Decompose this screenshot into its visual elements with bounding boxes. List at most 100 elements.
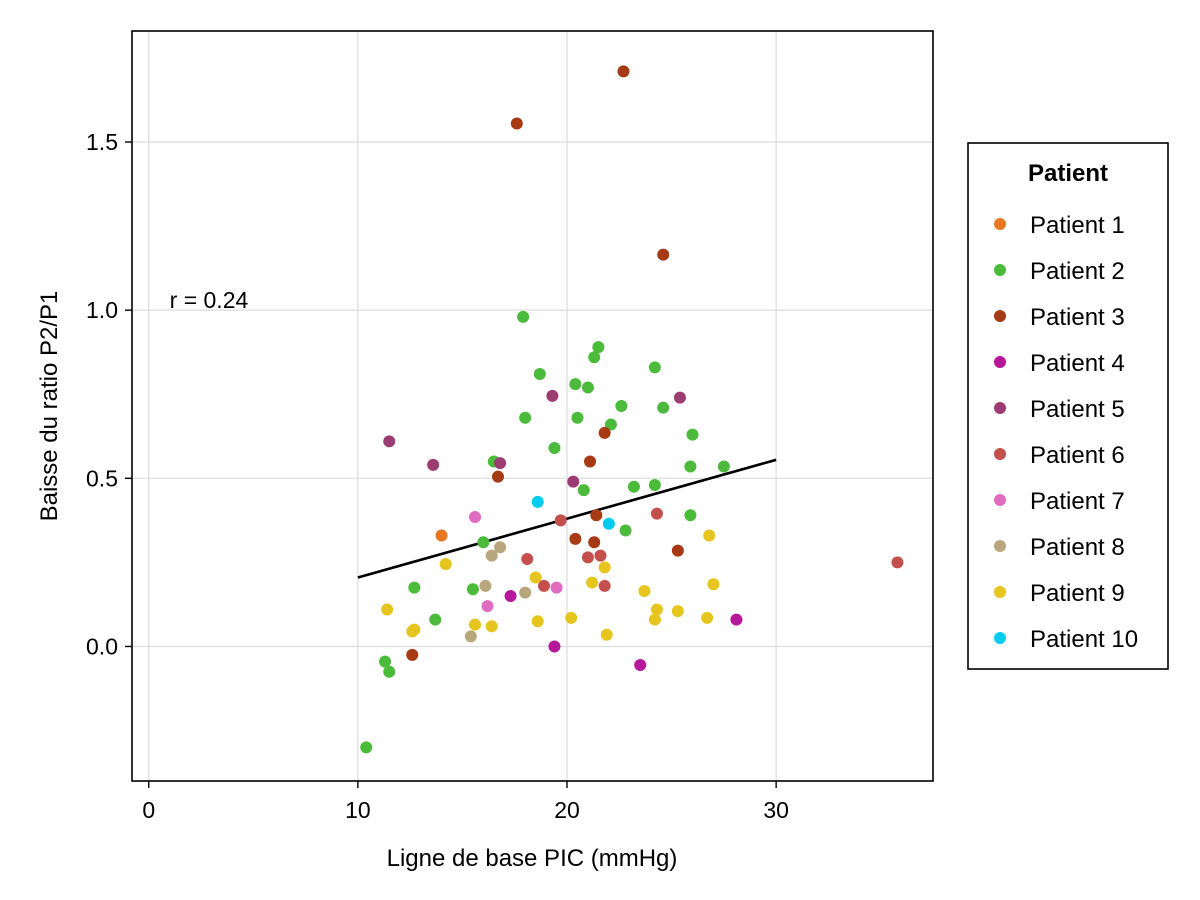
legend-item: Patient 10 (994, 626, 1138, 653)
legend-item: Patient 8 (994, 534, 1125, 561)
x-tick-label: 0 (142, 797, 155, 823)
data-point (381, 603, 394, 616)
data-point (684, 509, 697, 522)
data-point (586, 576, 599, 589)
data-point (538, 579, 551, 592)
data-point (602, 517, 615, 530)
data-point (638, 584, 651, 597)
legend-item: Patient 6 (994, 442, 1125, 469)
data-point (650, 603, 663, 616)
data-point (510, 117, 523, 130)
data-point (533, 368, 546, 381)
data-point (581, 381, 594, 394)
legend-marker (994, 402, 1006, 414)
data-point (594, 549, 607, 562)
legend-label: Patient 1 (1030, 212, 1125, 239)
data-point (598, 426, 611, 439)
legend-marker (994, 310, 1006, 322)
legend-item: Patient 2 (994, 258, 1125, 285)
legend-label: Patient 6 (1030, 442, 1125, 469)
legend-item: Patient 9 (994, 580, 1125, 607)
data-point (671, 544, 684, 557)
legend-item: Patient 3 (994, 304, 1125, 331)
y-axis-label: Baisse du ratio P2/P1 (36, 291, 63, 522)
data-point (550, 581, 563, 594)
legend-marker (994, 540, 1006, 552)
regression-line-group (357, 458, 777, 579)
scatter-points (360, 65, 904, 754)
x-tick-label: 30 (763, 797, 789, 823)
data-point (408, 581, 421, 594)
y-tick-label: 0.0 (86, 633, 118, 659)
data-point (598, 561, 611, 574)
data-point (600, 628, 613, 641)
legend-marker (994, 586, 1006, 598)
data-point (684, 460, 697, 473)
series-patient-2 (360, 310, 730, 754)
series-patient-10 (531, 495, 615, 530)
data-point (571, 411, 584, 424)
legend-marker (994, 264, 1006, 276)
data-point (588, 536, 601, 549)
data-point (360, 741, 373, 754)
y-tick-label: 1.0 (86, 297, 118, 323)
data-point (464, 630, 477, 643)
data-point (577, 484, 590, 497)
data-point (588, 351, 601, 364)
data-point (479, 579, 492, 592)
data-point (707, 578, 720, 591)
data-point (569, 378, 582, 391)
data-point (529, 571, 542, 584)
data-point (468, 618, 481, 631)
data-point (466, 583, 479, 596)
data-point (604, 418, 617, 431)
correlation-annotation: r = 0.24 (170, 287, 249, 313)
data-point (427, 458, 440, 471)
data-point (379, 655, 392, 668)
data-point (554, 514, 567, 527)
series-patient-8 (464, 541, 532, 643)
data-point (485, 620, 498, 633)
legend-marker (994, 494, 1006, 506)
data-point (701, 611, 714, 624)
data-point (686, 428, 699, 441)
x-tick-label: 10 (345, 797, 371, 823)
legend-marker (994, 218, 1006, 230)
data-point (546, 389, 559, 402)
data-point (569, 532, 582, 545)
data-point (627, 480, 640, 493)
legend-label: Patient 4 (1030, 350, 1125, 377)
data-point (406, 648, 419, 661)
data-point (485, 549, 498, 562)
data-point (648, 361, 661, 374)
legend-marker (994, 448, 1006, 460)
legend-item: Patient 1 (994, 212, 1125, 239)
data-point (517, 310, 530, 323)
data-point (617, 65, 630, 78)
data-point (491, 470, 504, 483)
data-point (548, 640, 561, 653)
legend-label: Patient 2 (1030, 258, 1125, 285)
data-point (590, 509, 603, 522)
data-point (435, 529, 448, 542)
legend-item: Patient 7 (994, 488, 1125, 515)
data-point (648, 479, 661, 492)
data-point (717, 460, 730, 473)
data-point (703, 529, 716, 542)
legend-label: Patient 3 (1030, 304, 1125, 331)
data-point (634, 658, 647, 671)
legend-label: Patient 10 (1030, 626, 1138, 653)
data-point (477, 536, 490, 549)
y-tick-label: 1.5 (86, 129, 118, 155)
data-point (383, 665, 396, 678)
data-point (531, 495, 544, 508)
data-point (581, 551, 594, 564)
data-point (519, 586, 532, 599)
y-tick-label: 0.5 (86, 465, 118, 491)
legend-items: Patient 1 Patient 2 Patient 3 Patient 4 Pati… (994, 212, 1138, 653)
data-point (671, 605, 684, 618)
legend-label: Patient 9 (1030, 580, 1125, 607)
data-point (531, 615, 544, 628)
data-point (548, 442, 561, 455)
